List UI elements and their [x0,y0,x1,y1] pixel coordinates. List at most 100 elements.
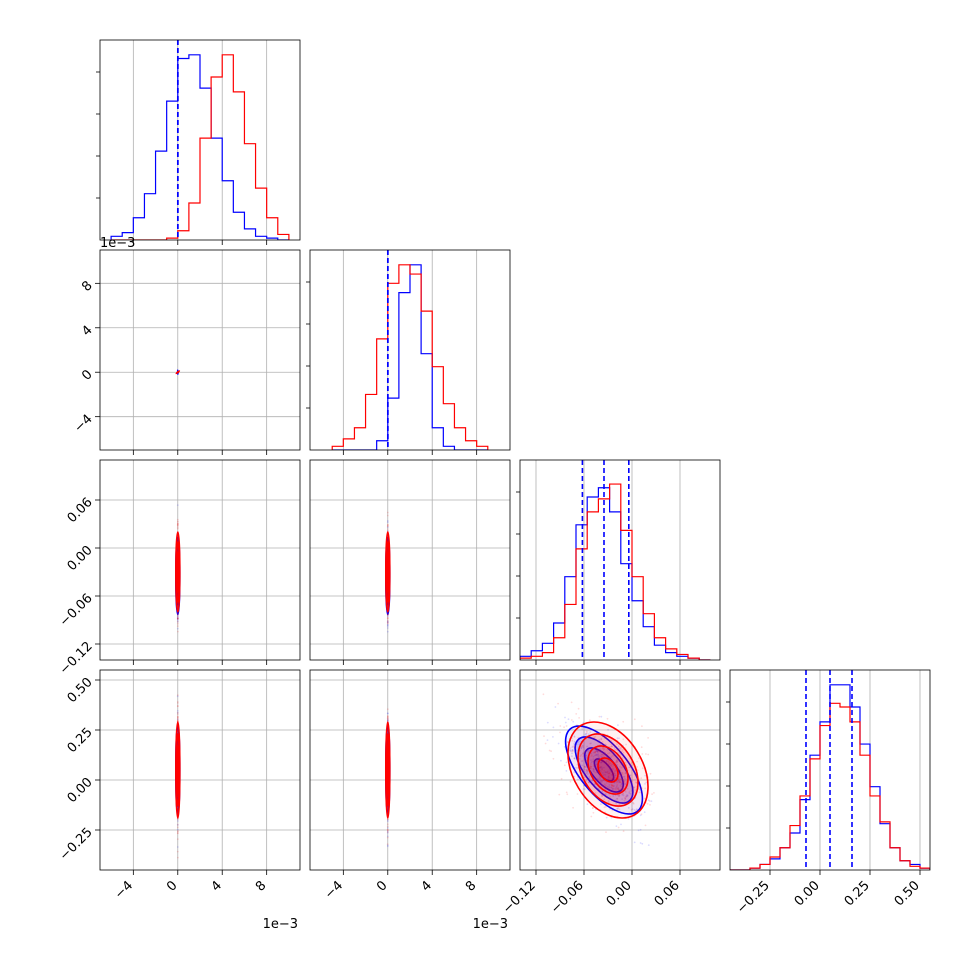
scatter-point [610,764,612,766]
ytick-label-3-2: 0.25 [65,725,96,756]
scatter-point [633,718,636,721]
scatter-point [572,806,574,809]
scatter-point [580,754,583,756]
scatter-point [563,726,565,729]
scatter-point [386,717,389,720]
scatter-point [615,761,618,764]
scatter-point [569,750,572,752]
scatter-point [592,758,595,761]
scatter-point [176,618,179,620]
scatter-point [585,769,587,771]
scatter-point [601,768,603,771]
scatter-point [386,529,389,532]
scatter-point [603,806,606,809]
scatter-point [597,756,600,758]
scatter-point [386,712,389,714]
scatter-point [598,767,601,769]
scatter-point [386,825,389,828]
scatter-point [583,770,586,773]
scatter-point [596,753,599,756]
scatter-point [176,617,179,619]
scatter-point [607,776,610,778]
scatter-point [386,719,389,722]
scatter-point [386,818,389,821]
scatter-point [622,738,625,741]
ytick-label-2-2: 0.00 [65,543,96,574]
scatter-point [386,620,389,622]
scatter-point [617,795,620,797]
scatter-point [557,742,560,745]
scatter-point [619,781,621,784]
scatter-point [649,804,651,806]
scatter-point [608,752,611,754]
ytick-label-2-3: 0.06 [65,495,96,526]
scatter-point [582,788,585,790]
scatter-point [176,694,179,697]
scatter-point [617,807,620,809]
scatter-point [601,735,604,738]
scatter-point [176,715,179,718]
scatter-point [386,823,389,826]
scatter-point [177,716,179,719]
scatter-point [621,793,624,796]
scatter-point [552,726,555,729]
scatter-point [577,776,580,778]
scatter-point [618,780,621,783]
panel-content-1-1 [331,250,489,450]
scatter-point [584,750,586,753]
panel-frame-3-0 [99,669,301,871]
scatter-point [176,720,179,722]
scatter-point [622,787,624,790]
scatter-point [580,746,583,749]
scatter-point [587,733,590,736]
scatter-point [567,718,570,721]
scatter-point [601,794,604,797]
scatter-point [605,781,608,784]
scatter-point [593,764,595,767]
scatter-point [386,715,389,717]
xtick-label-0-0: −4 [112,878,136,902]
scatter-point [601,790,604,793]
scatter-point [607,772,609,775]
scatter-point [386,525,389,528]
scatter-point [176,705,179,708]
scatter-point [581,764,584,767]
scatter-point [639,842,642,844]
scatter-point [387,719,389,721]
panel-frame-2-0 [99,459,301,661]
scatter-point [600,766,603,769]
scatter-point [616,780,619,783]
scatter-point [564,716,566,719]
scatter-point [645,781,648,784]
scatter-point [565,761,568,764]
scatter-point [618,795,621,797]
scatter-point [600,761,602,764]
scatter-point [386,619,389,622]
scatter-point [624,796,626,799]
scatter-point [600,761,603,763]
scatter-point [647,799,650,802]
scatter-point [575,749,578,752]
panel-2-1 [309,459,511,665]
scatter-point [628,790,631,793]
scatter-point [176,718,179,721]
scatter-point [575,767,578,769]
scatter-point [622,720,625,723]
scatter-point [616,785,618,787]
scatter-point [386,614,389,617]
hist-red-1 [331,264,489,450]
scatter-point [616,737,619,739]
scatter-point [592,765,595,768]
scatter-point [607,770,609,773]
scatter-point [627,818,630,820]
scatter-point [589,731,592,733]
scatter-point [582,746,585,749]
scatter-point [569,749,572,751]
scatter-point [604,793,607,796]
scatter-point [603,783,606,786]
xtick-label-1-2: 4 [419,878,435,894]
scatter-point [386,830,389,833]
scatter-point [582,744,584,747]
scatter-point [386,514,389,517]
scatter-point [600,737,603,740]
